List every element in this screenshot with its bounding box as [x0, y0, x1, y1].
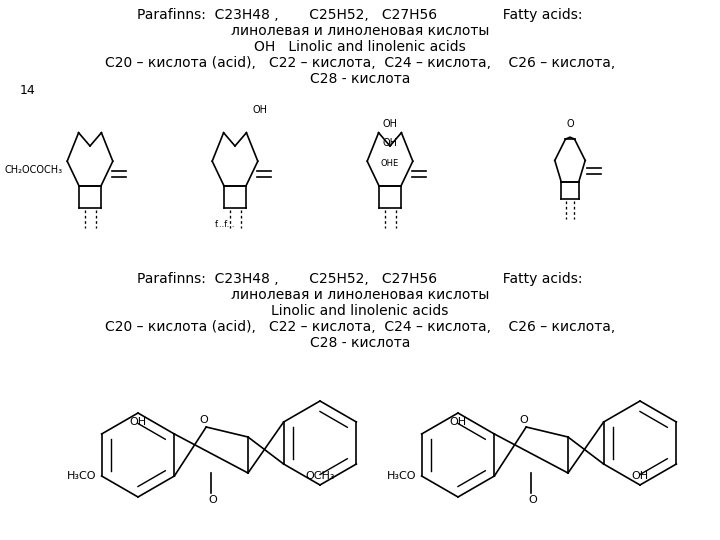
- Text: CH₂OCOCH₃: CH₂OCOCH₃: [4, 165, 62, 175]
- Text: O: O: [566, 119, 574, 129]
- Text: OH: OH: [253, 105, 268, 115]
- Text: O: O: [200, 415, 209, 425]
- Text: OH: OH: [449, 417, 467, 427]
- Text: 14: 14: [20, 84, 36, 97]
- Text: C28 - кислота: C28 - кислота: [310, 72, 410, 86]
- Text: Parafinns:  C23H48 ,       C25H52,   C27H56               Fatty acids:: Parafinns: C23H48 , C25H52, C27H56 Fatty…: [138, 272, 582, 286]
- Text: O: O: [528, 495, 538, 505]
- Text: OCH₃: OCH₃: [305, 471, 335, 481]
- Text: f...f...: f...f...: [215, 220, 235, 229]
- Text: линолевая и линоленовая кислоты: линолевая и линоленовая кислоты: [231, 24, 489, 38]
- Text: H₃CO: H₃CO: [67, 471, 96, 481]
- Text: линолевая и линоленовая кислоты: линолевая и линоленовая кислоты: [231, 288, 489, 302]
- Text: O: O: [520, 415, 528, 425]
- Text: OH   Linolic and linolenic acids: OH Linolic and linolenic acids: [254, 40, 466, 54]
- Text: C28 - кислота: C28 - кислота: [310, 336, 410, 350]
- Text: Parafinns:  C23H48 ,       C25H52,   C27H56               Fatty acids:: Parafinns: C23H48 , C25H52, C27H56 Fatty…: [138, 8, 582, 22]
- Text: C20 – кислота (acid),   C22 – кислота,  C24 – кислота,    C26 – кислота,: C20 – кислота (acid), C22 – кислота, C24…: [105, 56, 615, 70]
- Text: C20 – кислота (acid),   C22 – кислота,  C24 – кислота,    C26 – кислота,: C20 – кислота (acid), C22 – кислота, C24…: [105, 320, 615, 334]
- Text: OH: OH: [130, 417, 147, 427]
- Text: OHE: OHE: [381, 159, 399, 168]
- Text: OH: OH: [631, 471, 649, 481]
- Text: OH: OH: [382, 138, 397, 148]
- Text: OH: OH: [382, 119, 397, 129]
- Text: H₃CO: H₃CO: [387, 471, 417, 481]
- Text: Linolic and linolenic acids: Linolic and linolenic acids: [271, 304, 449, 318]
- Text: O: O: [209, 495, 217, 505]
